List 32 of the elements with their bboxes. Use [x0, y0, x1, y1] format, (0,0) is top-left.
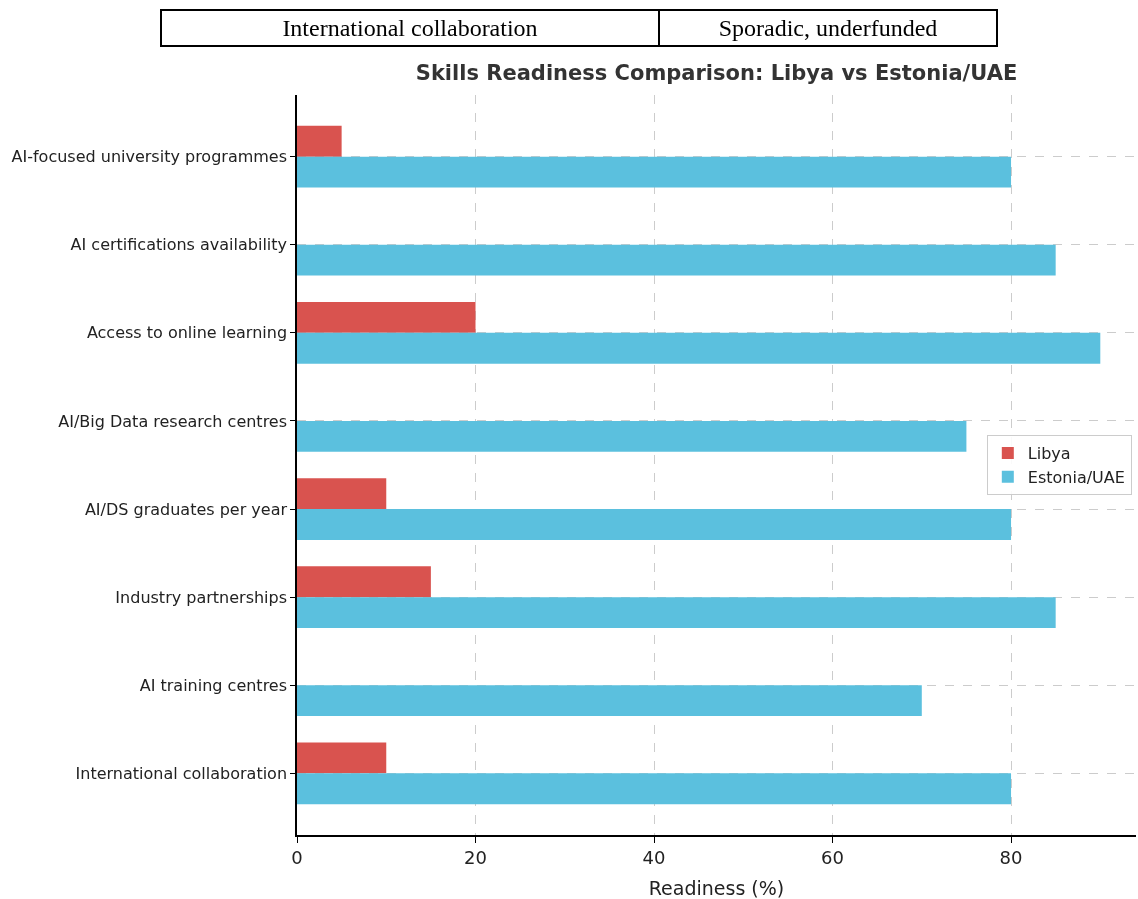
bar	[297, 478, 387, 510]
y-tick-label: Industry partnerships	[115, 587, 288, 607]
x-tick-label: 20	[464, 847, 487, 869]
bar	[297, 742, 387, 774]
bar	[297, 332, 1101, 364]
text: International collaboration	[161, 10, 659, 46]
bar	[297, 685, 922, 717]
bar	[297, 773, 1012, 805]
y-tick-label: International collaboration	[75, 763, 288, 783]
bar	[297, 420, 967, 452]
x-tick-label: 60	[821, 847, 844, 869]
y-tick-label: AI training centres	[139, 675, 288, 695]
bar	[297, 302, 476, 333]
legend-label: Estonia/UAE	[1027, 467, 1125, 487]
x-tick-label: 80	[999, 847, 1023, 869]
y-tick-label: AI certifications availability	[70, 235, 288, 255]
x-axis-title: Readiness (%)	[648, 877, 785, 899]
x-tick-label: 40	[642, 847, 666, 869]
bar	[297, 125, 342, 157]
bar	[297, 509, 1012, 540]
bar	[297, 566, 431, 598]
bar	[297, 597, 1056, 628]
legend-label: Libya	[1027, 444, 1071, 464]
y-tick-label: Access to online learning	[86, 323, 288, 343]
y-tick-label: AI/Big Data research centres	[58, 411, 288, 431]
y-tick-label: AI-focused university programmes	[11, 147, 288, 167]
y-tick-label: AI/DS graduates per year	[84, 499, 288, 519]
bar	[297, 244, 1056, 276]
chart-title: Skills Readiness Comparison: Libya vs Estonia/UAE	[415, 61, 1018, 86]
x-tick-label: 0	[291, 847, 303, 869]
bar	[297, 156, 1012, 188]
text: Sporadic, underfunded	[659, 10, 997, 46]
